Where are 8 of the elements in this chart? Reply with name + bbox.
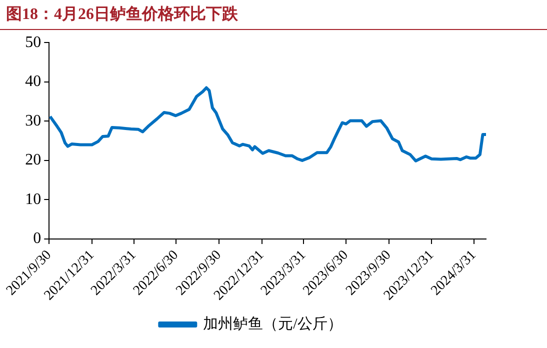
- y-tick-label: 0: [33, 230, 42, 248]
- legend-label: 加州鲈鱼（元/公斤）: [203, 315, 342, 332]
- chart-title: 图18：4月26日鲈鱼价格环比下跌: [0, 0, 547, 30]
- y-tick-label: 50: [25, 34, 42, 51]
- y-tick-label: 10: [25, 190, 42, 208]
- y-tick-label: 30: [25, 112, 42, 130]
- y-tick-label: 40: [25, 73, 42, 90]
- y-tick-label: 20: [25, 152, 42, 169]
